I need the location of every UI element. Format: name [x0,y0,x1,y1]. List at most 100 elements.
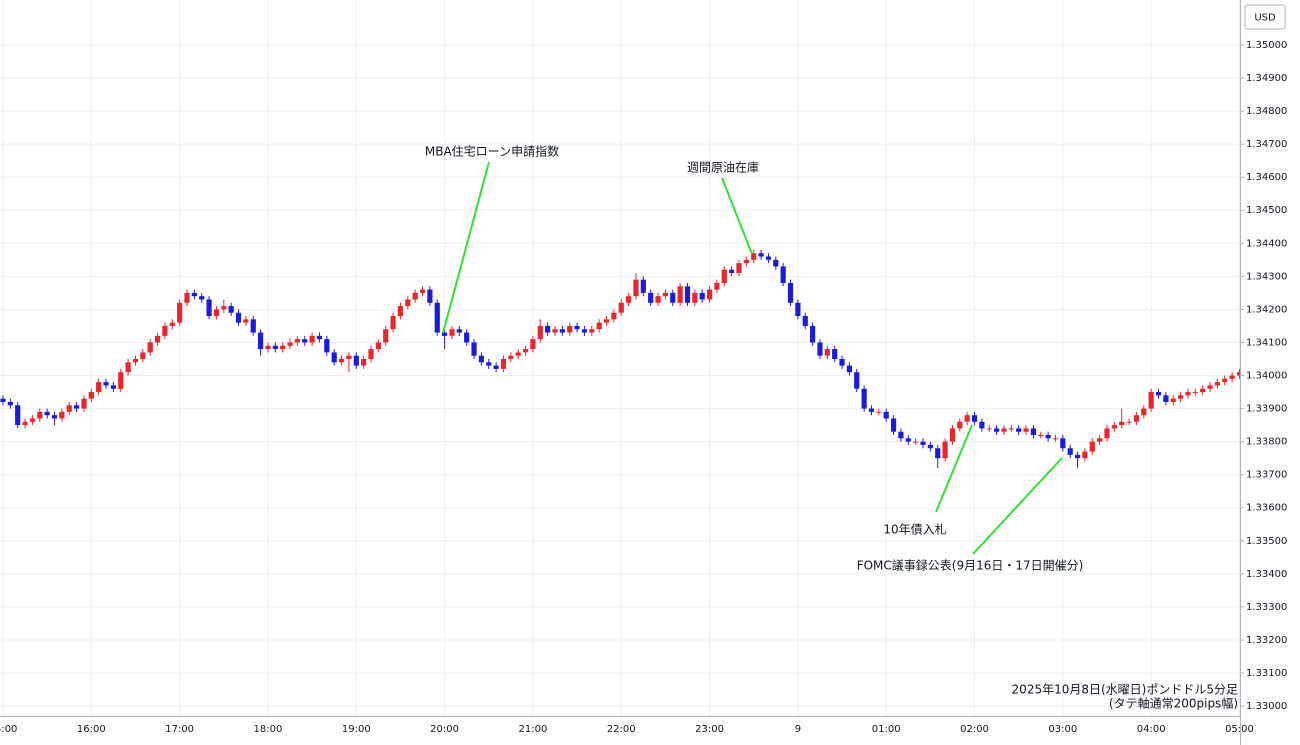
currency: USD [1254,13,1276,24]
candle-body [677,286,683,303]
y-tick-label: 1.34600 [1246,172,1287,183]
candle-body [1097,438,1103,442]
annotation: 週間原油在庫 [687,161,759,175]
candle-body [861,388,867,409]
candle-body [567,325,573,333]
candle-body [1023,428,1029,432]
candle-body [1082,451,1088,459]
candles [0,249,1240,469]
x-tick-label: 22:00 [607,724,636,735]
candle-body [302,339,308,343]
candle-body [971,415,978,422]
x-tick-label: 15:00 [0,724,17,735]
y-tick-label: 1.34100 [1246,337,1287,348]
x-tick-label: 16:00 [77,724,106,735]
candle-body [1008,428,1014,430]
candle-body [287,342,293,346]
candle-body [427,289,433,303]
candle-body [795,302,801,317]
candle-body [883,411,889,419]
candle-body [692,292,698,303]
candle-body [787,282,794,303]
x-tick-label: 19:00 [342,724,371,735]
candle-body [51,415,58,419]
candle-body [434,302,440,333]
candle-body [412,292,418,300]
y-tick-label: 1.33900 [1246,404,1287,415]
annotation-line [935,424,973,513]
candle-body [648,292,654,303]
candle-body [802,316,808,326]
x-tick-label: 20:00 [430,724,459,735]
candle-body [1074,454,1081,459]
candle-body [132,358,139,363]
candle-body [1185,392,1191,396]
candle-body [706,289,713,300]
candle-body [1141,408,1147,416]
candle-body [1119,421,1125,426]
candle-body [515,352,521,356]
candle-body [626,296,632,303]
candle-body [1104,428,1110,439]
annotation: 10年債入札 [883,522,946,537]
candle-body [221,306,227,310]
y-tick-label: 1.33200 [1246,635,1287,646]
y-tick-label: 1.34000 [1246,371,1287,382]
candle-body [920,441,926,445]
candle-body [324,339,330,353]
candle-body [522,349,529,353]
candle-body [353,355,359,366]
candle-body [228,306,234,313]
candle-body [250,319,256,333]
candle-body [419,289,426,293]
y-tick-label: 1.34500 [1246,205,1287,216]
candle-body [338,358,345,363]
candle-body [618,302,624,313]
y-tick-label: 1.33000 [1246,701,1287,712]
y-tick-label: 1.34900 [1246,73,1287,84]
candle-body [154,335,161,343]
candle-body [66,405,72,412]
candle-body [177,302,183,323]
candle-body [1060,438,1066,449]
candle-body [898,431,904,439]
candle-body [559,329,565,333]
candle-body [913,441,919,443]
candle-body [22,421,28,426]
candle-body [824,349,830,356]
annotation-line [721,177,753,255]
candle-body [1178,395,1184,399]
candle-body [729,269,735,274]
candle-body [456,329,462,333]
candle-body [545,325,551,333]
candle-body [817,342,823,356]
candle-body [390,316,396,330]
y-tick-label: 1.33400 [1246,569,1287,580]
candle-body [927,444,933,449]
candle-body [832,349,838,359]
candle-body [957,421,963,429]
candle-body [74,405,80,409]
candle-body [125,362,131,373]
candle-body [88,392,94,399]
candle-body [81,398,87,409]
candle-body [773,259,779,267]
candle-body [1038,435,1044,437]
candle-body [1030,428,1036,436]
candle-body [949,428,956,442]
candle-body [758,253,764,257]
candle-body [1126,421,1132,423]
candle-body [868,408,875,412]
candle-body [508,355,514,359]
candle-body [162,325,168,336]
candle-body [1155,392,1162,396]
candle-body [368,349,374,359]
candle-body [714,282,720,290]
candle-body [662,292,668,297]
candle-body [979,421,985,429]
candle-body [471,342,477,356]
y-tick-label: 1.35000 [1246,40,1287,51]
candle-body [1133,415,1140,422]
y-tick-label: 1.34700 [1246,139,1287,150]
